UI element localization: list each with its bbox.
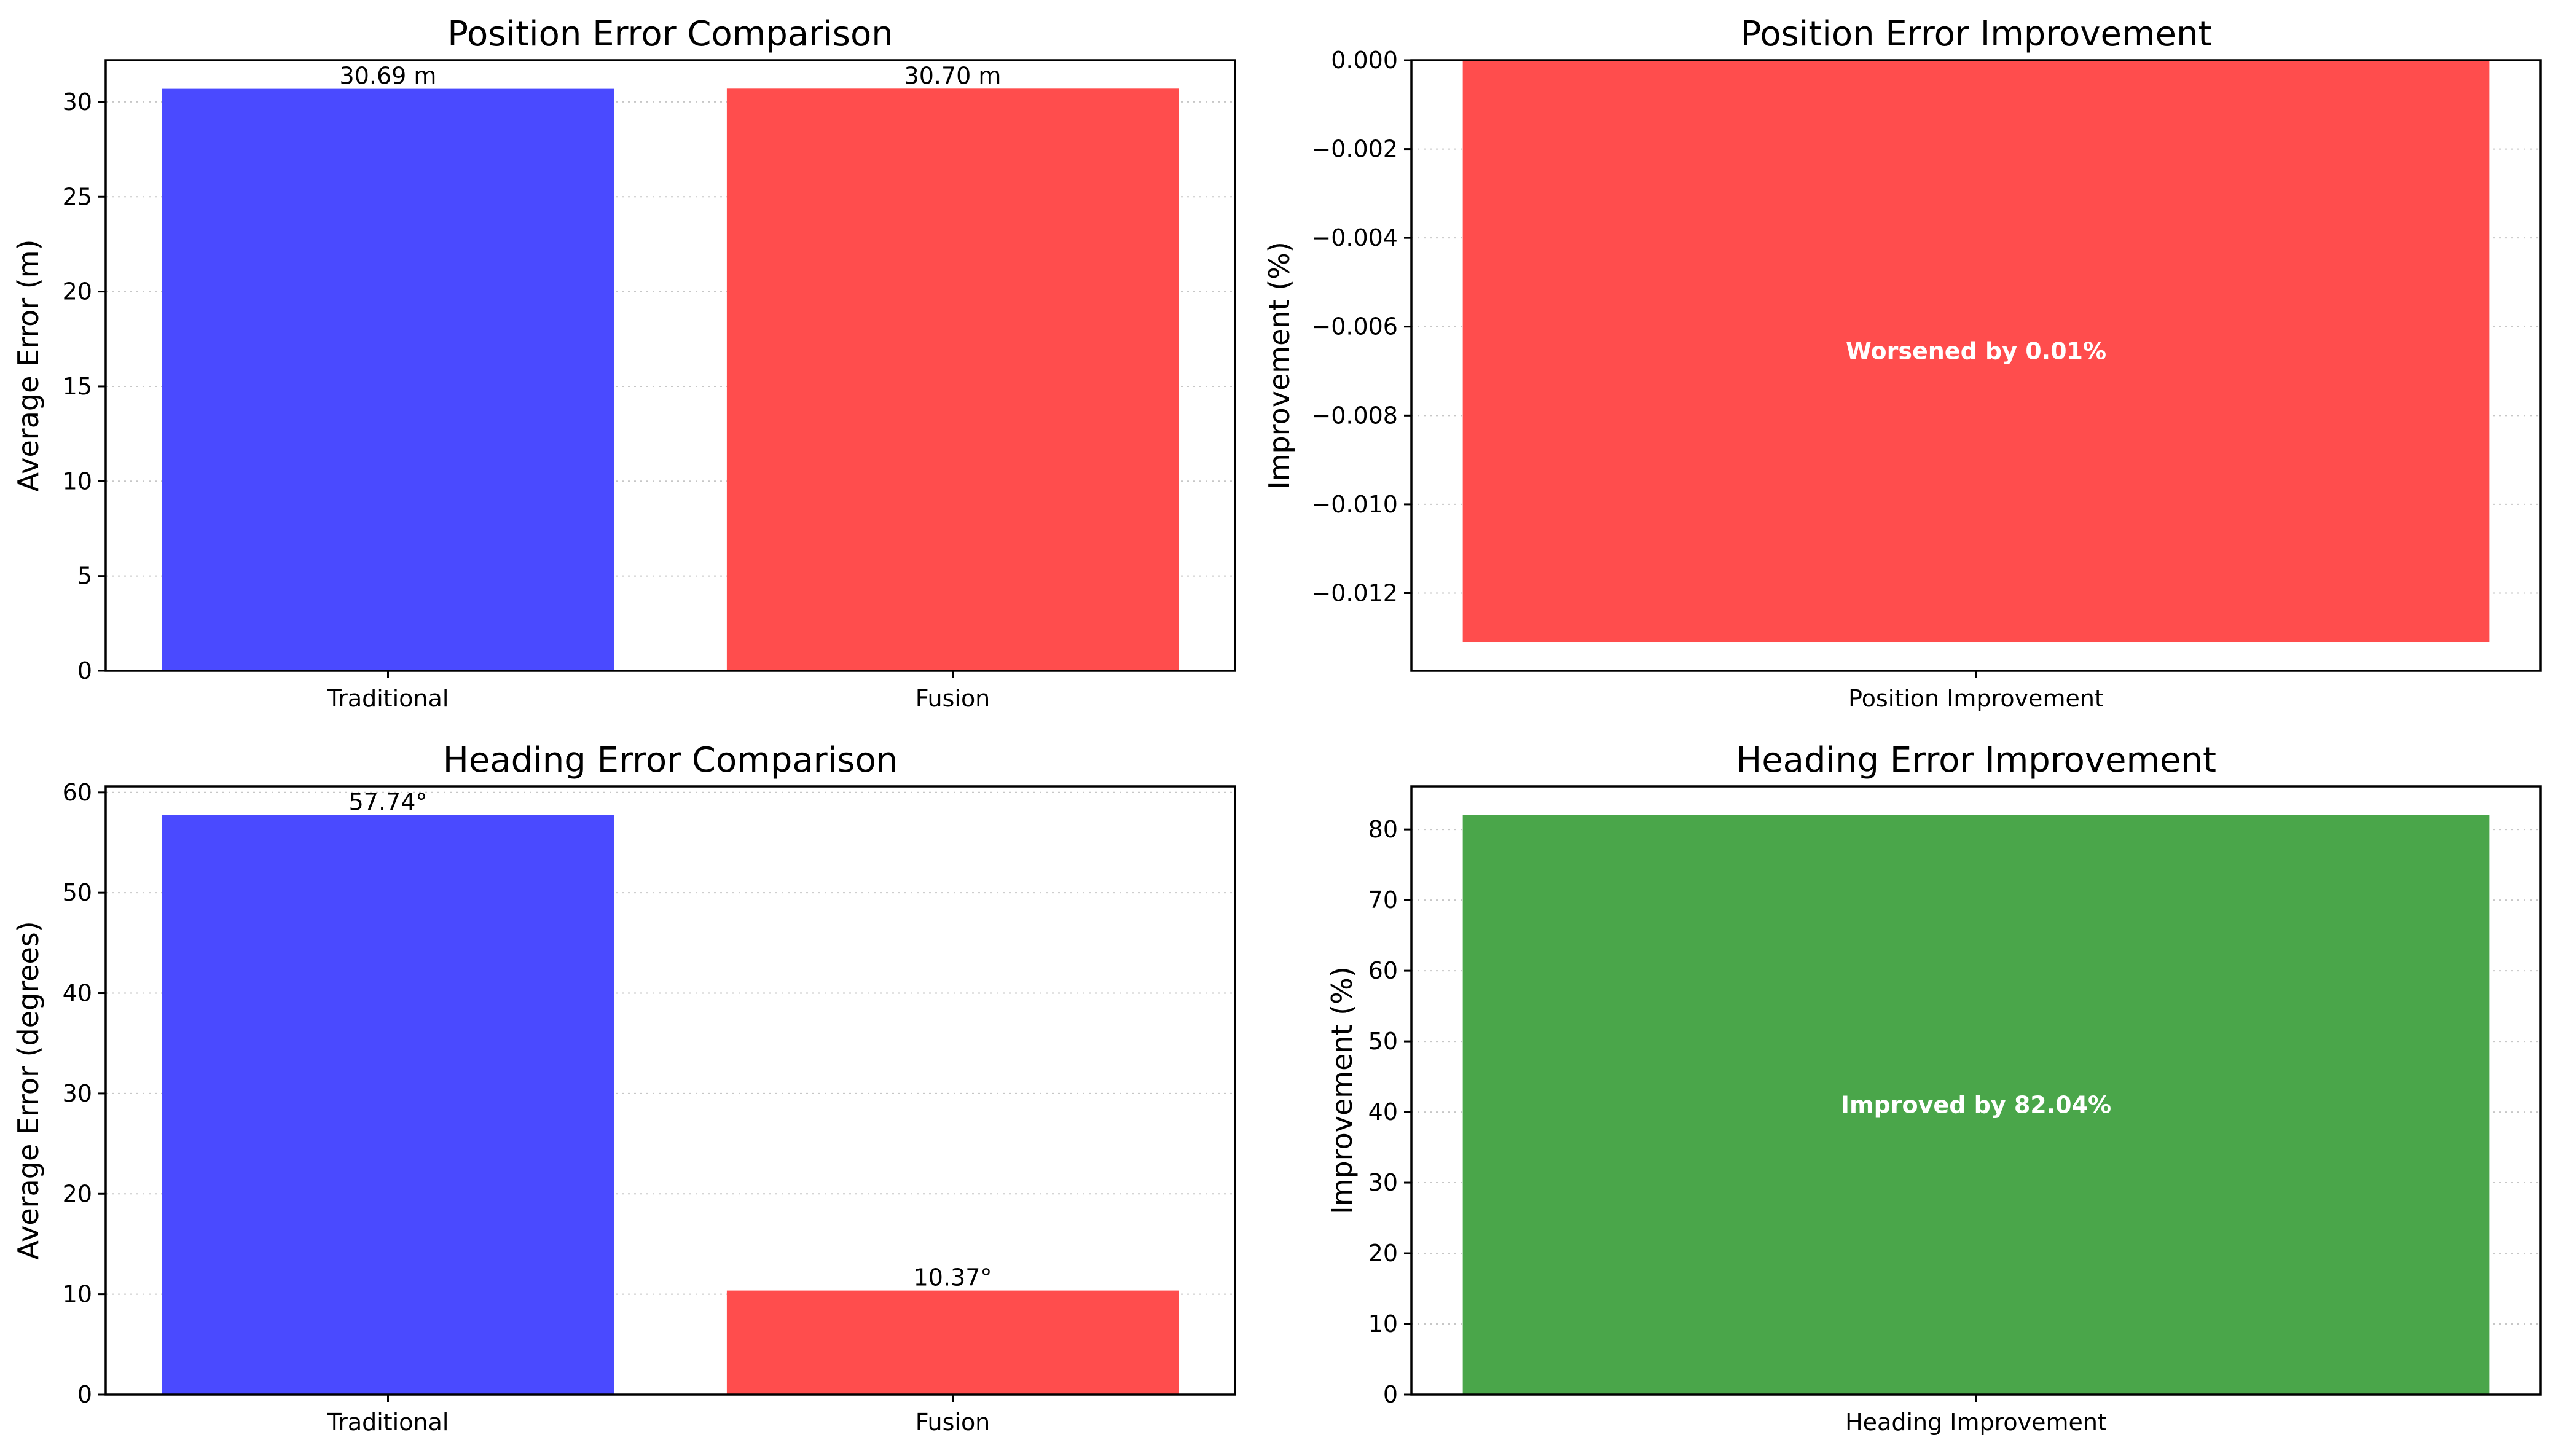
chart-1-ytick-label-4: 20 (63, 278, 92, 305)
chart-3-ytick-label-1: 10 (63, 1281, 92, 1308)
chart-2-ytick-label-1: −0.010 (1311, 491, 1398, 518)
chart-4-ytick-label-1: 10 (1368, 1310, 1398, 1337)
chart-1-ytick-label-6: 30 (63, 88, 92, 115)
chart-4-ytick-label-4: 40 (1368, 1098, 1398, 1125)
chart-3-xtick-label-0: Traditional (327, 1409, 449, 1436)
chart-3-bar-traditional (162, 815, 614, 1395)
chart-1-data-label-0: 30.69 m (340, 63, 437, 90)
chart-1-ytick-label-3: 15 (63, 373, 92, 400)
chart-1-title: Position Error Comparison (447, 14, 893, 54)
chart-1-plot-frame (104, 59, 1236, 672)
chart-2-inner-label: Worsened by 0.01% (1846, 338, 2106, 365)
chart-2-ytick-label-6: 0.000 (1331, 47, 1398, 74)
chart-3-data-label-1: 10.37° (914, 1264, 992, 1291)
chart-1-bar-fusion (726, 88, 1179, 671)
chart-2-ytick-label-2: −0.008 (1311, 402, 1398, 429)
chart-3-ytick-label-5: 50 (63, 879, 92, 906)
chart-3-bar-fusion (726, 1290, 1179, 1395)
chart-2-bar-position-improvement (1462, 60, 2490, 643)
chart-3-ytick-label-4: 40 (63, 980, 92, 1007)
chart-2-ytick-label-5: −0.002 (1311, 136, 1398, 163)
chart-1-ylabel: Average Error (m) (12, 240, 45, 492)
chart-3-plot-frame (104, 785, 1236, 1396)
chart-3-ytick-label-2: 20 (63, 1180, 92, 1207)
chart-1-data-label-1: 30.70 m (904, 62, 1002, 89)
chart-4-bar-heading-improvement (1462, 815, 2490, 1395)
chart-3-ylabel: Average Error (degrees) (12, 921, 45, 1259)
chart-2-ylabel: Improvement (%) (1263, 241, 1296, 490)
chart-4-ylabel: Improvement (%) (1325, 966, 1359, 1215)
chart-2-xtick-label-0: Position Improvement (1848, 685, 2104, 712)
chart-3-ytick-label-3: 30 (63, 1080, 92, 1107)
chart-3-ytick-label-0: 0 (77, 1381, 92, 1408)
chart-4-ytick-label-6: 60 (1368, 957, 1398, 984)
chart-3-data-label-0: 57.74° (349, 789, 428, 816)
chart-4-inner-label: Improved by 82.04% (1841, 1091, 2111, 1118)
chart-4-ytick-label-8: 80 (1368, 816, 1398, 843)
chart-1-xtick-label-1: Fusion (916, 685, 990, 712)
chart-4-title: Heading Error Improvement (1736, 740, 2216, 780)
chart-2-ytick-label-0: −0.012 (1311, 579, 1398, 606)
chart-1-xtick-label-0: Traditional (327, 685, 449, 712)
chart-4-xtick-label-0: Heading Improvement (1845, 1409, 2107, 1436)
chart-2-ytick-label-4: −0.004 (1311, 224, 1398, 251)
chart-1-ytick-label-5: 25 (63, 183, 92, 210)
chart-1-bar-traditional (162, 88, 614, 671)
chart-4-ytick-label-7: 70 (1368, 887, 1398, 914)
chart-3-ytick-label-6: 60 (63, 779, 92, 806)
chart-4-ytick-label-3: 30 (1368, 1169, 1398, 1196)
chart-3-title: Heading Error Comparison (443, 740, 898, 780)
chart-2-ytick-label-3: −0.006 (1311, 313, 1398, 340)
chart-4-ytick-label-0: 0 (1383, 1381, 1398, 1408)
chart-1-ytick-label-1: 5 (77, 563, 92, 590)
chart-4-ytick-label-5: 50 (1368, 1028, 1398, 1055)
chart-1-ytick-label-0: 0 (77, 657, 92, 684)
chart-4-ytick-label-2: 20 (1368, 1240, 1398, 1267)
chart-3-xtick-label-1: Fusion (916, 1409, 990, 1436)
chart-1-ytick-label-2: 10 (63, 468, 92, 495)
chart-2-title: Position Error Improvement (1741, 14, 2212, 54)
